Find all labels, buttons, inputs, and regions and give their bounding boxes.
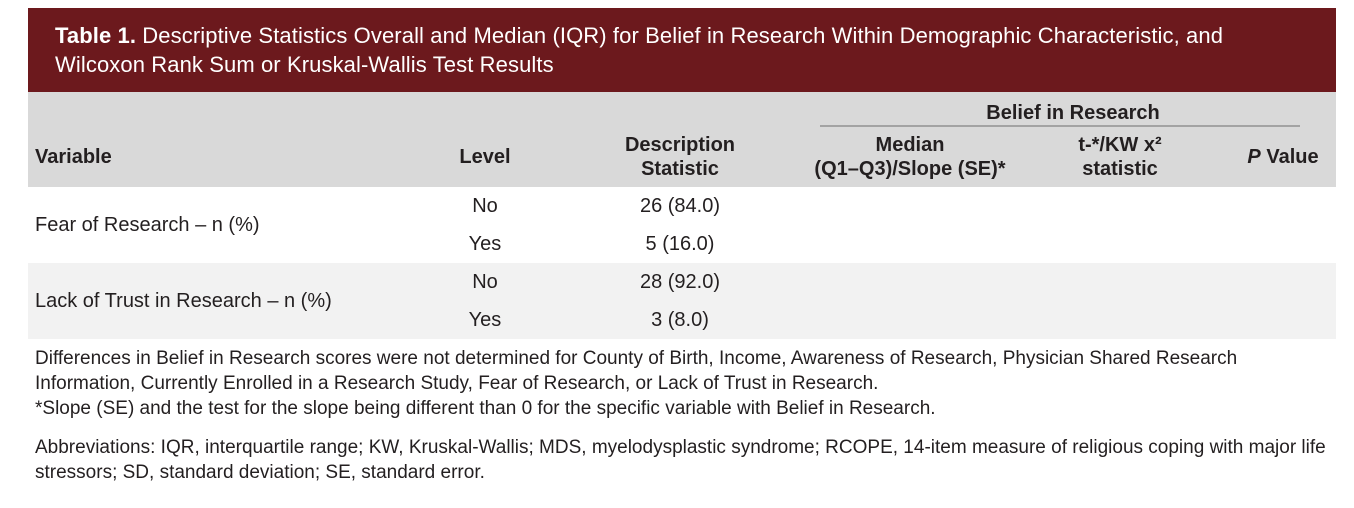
p-value-p: P bbox=[1247, 146, 1261, 168]
statistic-cell: 26 (84.0) bbox=[639, 194, 721, 217]
spanner-row: Belief in Research bbox=[28, 92, 1337, 127]
level-cell: No bbox=[472, 194, 498, 217]
statistic-cell: 28 (92.0) bbox=[550, 263, 810, 301]
test-cell bbox=[1010, 187, 1230, 225]
footnote-abbreviations: Abbreviations: IQR, interquartile range;… bbox=[35, 437, 1326, 483]
p-cell bbox=[1230, 187, 1336, 225]
level-cell: Yes bbox=[420, 301, 550, 339]
test-statistic-line2: statistic bbox=[1082, 158, 1158, 180]
table-footnotes: Differences in Belief in Research scores… bbox=[28, 346, 1331, 485]
statistic-cell: 5 (16.0) bbox=[645, 232, 715, 255]
column-header-median-slope: Median (Q1–Q3)/Slope (SE)* bbox=[810, 127, 1010, 187]
column-group-label: Belief in Research bbox=[986, 101, 1160, 124]
test-cell bbox=[1010, 263, 1230, 301]
p-cell bbox=[1230, 225, 1336, 263]
median-cell bbox=[810, 301, 1010, 339]
median-line1: Median bbox=[875, 134, 945, 156]
description-line1: Description bbox=[624, 134, 736, 156]
median-cell bbox=[810, 187, 1010, 225]
spanner-spacer bbox=[28, 92, 810, 127]
variable-lack-of-trust: Lack of Trust in Research – n (%) bbox=[28, 263, 420, 339]
column-header-test-statistic: t-*/KW x² statistic bbox=[1010, 127, 1230, 187]
table-caption: Descriptive Statistics Overall and Media… bbox=[55, 23, 1224, 77]
statistics-table: Belief in Research Variable Level Descri… bbox=[28, 92, 1337, 339]
column-header-variable: Variable bbox=[28, 127, 420, 187]
table-number: Table 1. bbox=[55, 23, 137, 48]
statistic-cell: 3 (8.0) bbox=[550, 301, 810, 339]
column-group-rule bbox=[820, 125, 1301, 127]
table-title-band: Table 1. Descriptive Statistics Overall … bbox=[28, 8, 1336, 92]
footnote-differences: Differences in Belief in Research scores… bbox=[35, 348, 1238, 394]
column-header-description-statistic: Description Statistic bbox=[550, 127, 810, 187]
table-header: Belief in Research Variable Level Descri… bbox=[28, 92, 1337, 187]
level-cell: No bbox=[420, 263, 550, 301]
table-body: Fear of Research – n (%) No 26 (84.0) Ye… bbox=[28, 187, 1337, 339]
table-row: Yes 3 (8.0) bbox=[28, 301, 1337, 339]
description-line2: Statistic bbox=[641, 158, 719, 180]
variable-fear-of-research: Fear of Research – n (%) bbox=[35, 213, 260, 236]
column-header-p-value: P Value bbox=[1230, 127, 1337, 187]
test-cell bbox=[1010, 301, 1230, 339]
table-row: Fear of Research – n (%) No 26 (84.0) bbox=[28, 187, 1336, 236]
column-header-row: Variable Level Description Statistic Med… bbox=[28, 127, 1337, 187]
median-cell bbox=[810, 225, 1010, 263]
column-header-level: Level bbox=[420, 127, 550, 187]
p-cell bbox=[1230, 301, 1337, 339]
test-cell bbox=[1010, 225, 1230, 263]
median-line2: (Q1–Q3)/Slope (SE)* bbox=[814, 158, 1006, 180]
table-figure: Table 1. Descriptive Statistics Overall … bbox=[28, 8, 1337, 485]
test-statistic-line1: t-*/KW x² bbox=[1078, 134, 1162, 156]
footnote-slope: *Slope (SE) and the test for the slope b… bbox=[35, 398, 936, 419]
column-group-belief-in-research: Belief in Research bbox=[810, 92, 1337, 127]
level-cell: Yes bbox=[468, 232, 502, 255]
table-row: Yes 5 (16.0) bbox=[28, 225, 1336, 263]
table-row: Lack of Trust in Research – n (%) No 28 … bbox=[28, 263, 1337, 339]
p-cell bbox=[1230, 263, 1337, 301]
median-cell bbox=[810, 263, 1010, 301]
p-value-rest: Value bbox=[1266, 146, 1319, 168]
